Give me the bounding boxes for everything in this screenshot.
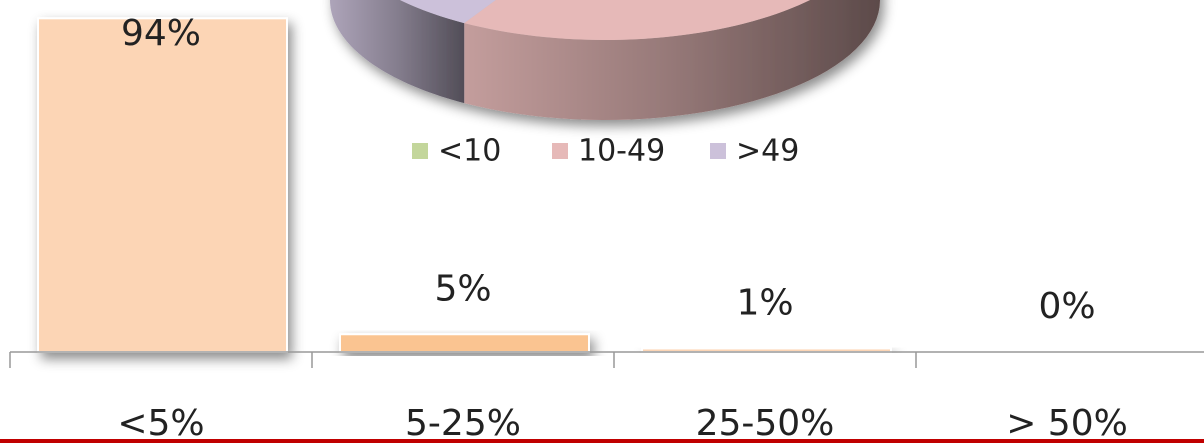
bar [37,17,288,354]
value-label: 94% [121,13,201,54]
legend-swatch [412,143,428,159]
x-tick-label: 25-50% [696,403,835,444]
pie-slice [464,0,810,40]
pie-slice [400,0,496,24]
x-tick-label: 5-25% [405,403,521,444]
bar [339,333,590,353]
legend-swatch [552,143,568,159]
legend-label: >49 [736,134,799,169]
legend-swatch [710,143,726,159]
legend-label: 10-49 [578,134,665,169]
x-tick-label: > 50% [1006,403,1128,444]
value-label: 1% [736,282,793,323]
pie-side-shade [330,0,465,104]
x-tick-label: <5% [117,403,204,444]
legend-label: <10 [438,134,501,169]
pie-side-shade [464,0,880,120]
value-label: 5% [434,268,491,309]
value-label: 0% [1038,286,1095,327]
pie [330,0,880,120]
